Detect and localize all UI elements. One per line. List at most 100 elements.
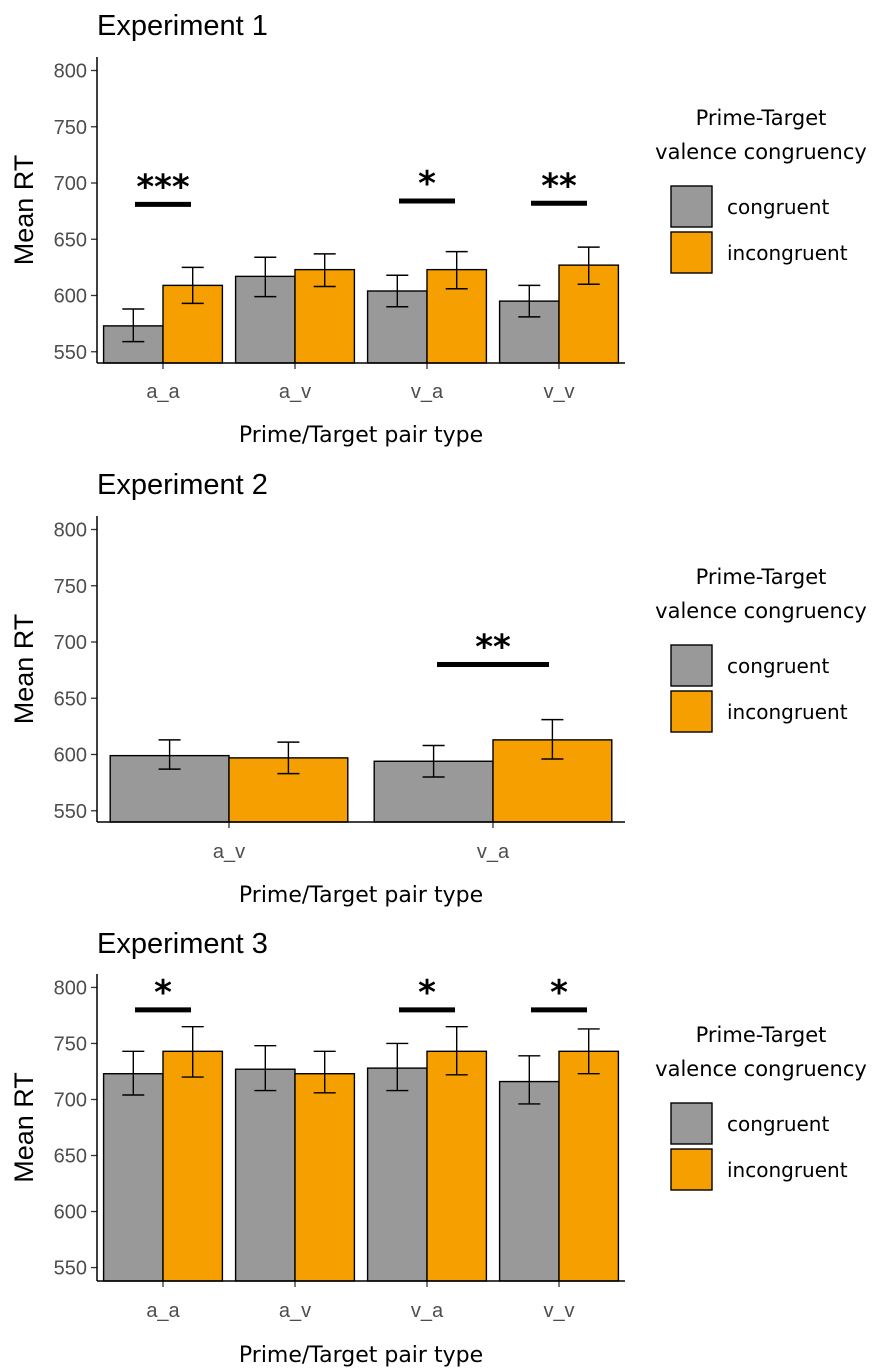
legend-key-incongruent: [670, 231, 713, 274]
y-tick-label: 650: [54, 229, 87, 251]
chart-panel-2: Experiment 2 550 600 650 700 750 800 Mean RT a_v…: [9, 469, 867, 908]
significance-marker: *: [135, 973, 191, 1013]
y-tick-label: 750: [54, 1033, 87, 1055]
error-bar-congruent: [122, 1050, 145, 1096]
bar-congruent: [498, 1080, 560, 1282]
y-tick-label: 550: [54, 801, 87, 823]
x-tick-label: a_v: [279, 381, 311, 403]
legend-title-line-2: valence congruency: [655, 599, 867, 623]
error-bar-incongruent: [577, 1028, 600, 1075]
y-axis-label: Mean RT: [9, 155, 39, 266]
y-axis-label: Mean RT: [9, 614, 39, 725]
y-tick-label: 600: [54, 745, 87, 767]
legend-key-congruent: [670, 185, 713, 228]
significance-label: **: [541, 166, 577, 206]
y-tick-label: 650: [54, 688, 87, 710]
significance-marker: *: [531, 973, 587, 1013]
significance-label: *: [154, 973, 172, 1013]
error-bar-incongruent: [313, 253, 336, 288]
chart-title: Experiment 3: [97, 928, 268, 960]
y-tick-label: 550: [54, 342, 87, 364]
legend-title-line-2: valence congruency: [655, 140, 867, 164]
x-tick-label: v_a: [411, 381, 444, 403]
legend-title-line-1: Prime-Target: [696, 565, 827, 589]
error-bar-congruent: [518, 1055, 541, 1105]
x-tick-label: a_a: [146, 1300, 180, 1322]
bar-congruent: [234, 1068, 296, 1282]
significance-marker: *: [399, 164, 455, 204]
x-tick-label: a_v: [213, 841, 245, 863]
bar-incongruent: [294, 1073, 356, 1282]
x-tick-label: v_a: [411, 1300, 444, 1322]
y-tick-label: 700: [54, 173, 87, 195]
bar-congruent: [102, 1073, 164, 1282]
bar-incongruent: [162, 1050, 224, 1282]
legend-label-congruent: congruent: [727, 195, 829, 219]
x-axis-label: Prime/Target pair type: [239, 883, 483, 908]
bar-incongruent: [426, 1050, 488, 1282]
legend-title-line-1: Prime-Target: [696, 106, 827, 130]
y-tick-label: 750: [54, 117, 87, 139]
error-bar-congruent: [518, 284, 541, 318]
legend-key-congruent: [670, 644, 713, 687]
y-tick-label: 800: [54, 61, 87, 83]
chart-title: Experiment 2: [97, 469, 268, 501]
legend: Prime-Target valence congruency congruent i…: [655, 106, 867, 274]
y-tick-label: 750: [54, 576, 87, 598]
significance-label: *: [418, 973, 436, 1013]
y-tick-label: 650: [54, 1146, 87, 1168]
error-bar-congruent: [386, 274, 409, 308]
legend-label-incongruent: incongruent: [727, 241, 848, 265]
error-bar-congruent: [158, 739, 181, 770]
significance-marker: *: [399, 973, 455, 1013]
legend-title-line-2: valence congruency: [655, 1057, 867, 1081]
error-bar-congruent: [122, 308, 145, 343]
x-tick-label: v_a: [477, 841, 510, 863]
legend-key-congruent: [670, 1102, 713, 1145]
error-bar-congruent: [254, 1045, 277, 1092]
significance-marker: **: [531, 166, 587, 206]
x-tick-label: v_v: [543, 1300, 574, 1322]
error-bar-congruent: [422, 744, 445, 778]
y-tick-label: 800: [54, 977, 87, 999]
legend-title-line-1: Prime-Target: [696, 1023, 827, 1047]
x-axis-label: Prime/Target pair type: [239, 423, 483, 448]
y-tick-label: 600: [54, 1202, 87, 1224]
legend-label-congruent: congruent: [727, 1112, 829, 1136]
error-bar-congruent: [386, 1042, 409, 1092]
chart-panel-3: Experiment 3 550 600 650 700 750 800 Mean RT a_a…: [9, 928, 867, 1368]
significance-label: ***: [136, 167, 190, 207]
chart-panel-1: Experiment 1 550 600 650 700 750 800 Mean RT a_a…: [9, 10, 867, 448]
y-axis-label: Mean RT: [9, 1072, 39, 1183]
chart-title: Experiment 1: [97, 10, 268, 42]
legend: Prime-Target valence congruency congruent i…: [655, 1023, 867, 1191]
x-tick-label: v_v: [543, 381, 574, 403]
y-tick-label: 700: [54, 1089, 87, 1111]
error-bar-incongruent: [181, 266, 204, 305]
error-bar-incongruent: [181, 1025, 204, 1078]
error-bar-incongruent: [445, 1025, 468, 1076]
y-tick-label: 600: [54, 286, 87, 308]
significance-marker: ***: [135, 167, 191, 207]
legend-label-incongruent: incongruent: [727, 700, 848, 724]
bar-congruent: [366, 1067, 428, 1282]
x-tick-label: a_v: [279, 1300, 311, 1322]
legend-label-congruent: congruent: [727, 654, 829, 678]
error-bar-incongruent: [445, 250, 468, 290]
significance-label: *: [418, 164, 436, 204]
significance-label: *: [550, 973, 568, 1013]
error-bar-incongruent: [577, 246, 600, 285]
legend-key-incongruent: [670, 1148, 713, 1191]
y-tick-label: 800: [54, 520, 87, 542]
significance-label: **: [475, 628, 511, 668]
bar-incongruent: [558, 1050, 620, 1282]
error-bar-incongruent: [277, 741, 300, 775]
error-bar-incongruent: [541, 718, 564, 760]
error-bar-incongruent: [313, 1050, 336, 1094]
y-tick-label: 700: [54, 632, 87, 654]
legend-key-incongruent: [670, 690, 713, 733]
significance-marker: **: [437, 628, 549, 668]
legend-label-incongruent: incongruent: [727, 1158, 848, 1182]
x-tick-label: a_a: [146, 381, 180, 403]
